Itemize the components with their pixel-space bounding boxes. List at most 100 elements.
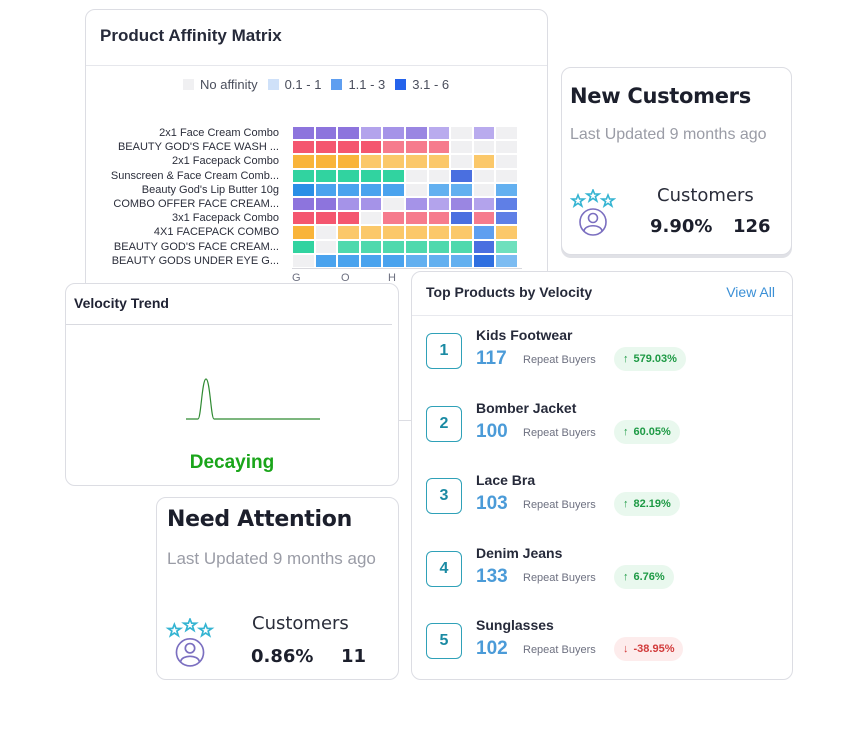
product-list-item[interactable]: 3 Lace Bra 103 Repeat Buyers ↑ 82.19% bbox=[426, 472, 776, 528]
heatmap-cell[interactable] bbox=[427, 253, 451, 268]
need-attention-card[interactable]: Need Attention Last Updated 9 months ago… bbox=[156, 497, 399, 680]
heatmap-cell[interactable] bbox=[359, 239, 383, 254]
heatmap-cell[interactable] bbox=[427, 126, 451, 141]
heatmap-cell[interactable] bbox=[472, 140, 496, 155]
heatmap-cell[interactable] bbox=[495, 225, 518, 240]
heatmap-cell[interactable] bbox=[359, 140, 383, 155]
heatmap-cell[interactable] bbox=[472, 239, 496, 254]
heatmap-cell[interactable] bbox=[382, 154, 405, 169]
heatmap-cell[interactable] bbox=[450, 126, 473, 141]
heatmap-cell[interactable] bbox=[359, 253, 383, 268]
product-list-item[interactable]: 5 Sunglasses 102 Repeat Buyers ↓ -38.95% bbox=[426, 617, 776, 673]
heatmap-cell[interactable] bbox=[382, 253, 405, 268]
product-list-item[interactable]: 4 Denim Jeans 133 Repeat Buyers ↑ 6.76% bbox=[426, 545, 776, 601]
heatmap-cell[interactable] bbox=[404, 239, 428, 254]
heatmap-cell[interactable] bbox=[427, 182, 451, 197]
heatmap-cell[interactable] bbox=[495, 211, 518, 226]
heatmap-cell[interactable] bbox=[337, 126, 360, 141]
legend-item[interactable]: 0.1 - 1 bbox=[267, 77, 321, 92]
heatmap-cell[interactable] bbox=[472, 225, 496, 240]
heatmap-cell[interactable] bbox=[495, 140, 518, 155]
heatmap-cell[interactable] bbox=[450, 154, 473, 169]
heatmap-cell[interactable] bbox=[359, 182, 383, 197]
heatmap-cell[interactable] bbox=[404, 154, 428, 169]
legend-item[interactable]: No affinity bbox=[183, 77, 258, 92]
heatmap-cell[interactable] bbox=[450, 182, 473, 197]
heatmap-cell[interactable] bbox=[292, 168, 315, 183]
heatmap-cell[interactable] bbox=[404, 211, 428, 226]
view-all-link[interactable]: View All bbox=[726, 284, 775, 300]
heatmap-cell[interactable] bbox=[314, 211, 338, 226]
heatmap-cell[interactable] bbox=[450, 239, 473, 254]
legend-item[interactable]: 1.1 - 3 bbox=[331, 77, 385, 92]
heatmap-cell[interactable] bbox=[314, 196, 338, 212]
new-customers-card[interactable]: New Customers Last Updated 9 months ago … bbox=[561, 67, 792, 255]
heatmap-cell[interactable] bbox=[382, 140, 405, 155]
heatmap-cell[interactable] bbox=[427, 225, 451, 240]
heatmap-cell[interactable] bbox=[314, 140, 338, 155]
heatmap-cell[interactable] bbox=[382, 225, 405, 240]
heatmap-cell[interactable] bbox=[292, 253, 315, 268]
heatmap-cell[interactable] bbox=[337, 253, 360, 268]
heatmap-cell[interactable] bbox=[292, 225, 315, 240]
heatmap-cell[interactable] bbox=[382, 126, 405, 141]
heatmap-cell[interactable] bbox=[382, 196, 405, 212]
legend-item[interactable]: 3.1 - 6 bbox=[395, 77, 449, 92]
heatmap-cell[interactable] bbox=[495, 126, 518, 141]
heatmap-cell[interactable] bbox=[495, 239, 518, 254]
heatmap-cell[interactable] bbox=[359, 126, 383, 141]
heatmap-cell[interactable] bbox=[382, 211, 405, 226]
heatmap-cell[interactable] bbox=[495, 168, 518, 183]
heatmap-cell[interactable] bbox=[337, 211, 360, 226]
heatmap-cell[interactable] bbox=[450, 211, 473, 226]
heatmap-cell[interactable] bbox=[427, 168, 451, 183]
heatmap-cell[interactable] bbox=[450, 196, 473, 212]
heatmap-cell[interactable] bbox=[359, 154, 383, 169]
heatmap-cell[interactable] bbox=[404, 253, 428, 268]
heatmap-cell[interactable] bbox=[337, 225, 360, 240]
heatmap-cell[interactable] bbox=[314, 182, 338, 197]
heatmap-cell[interactable] bbox=[404, 182, 428, 197]
heatmap-cell[interactable] bbox=[495, 253, 518, 268]
heatmap-cell[interactable] bbox=[495, 154, 518, 169]
heatmap-cell[interactable] bbox=[450, 253, 473, 268]
heatmap-cell[interactable] bbox=[359, 168, 383, 183]
heatmap-cell[interactable] bbox=[382, 182, 405, 197]
heatmap-cell[interactable] bbox=[450, 225, 473, 240]
heatmap-cell[interactable] bbox=[337, 140, 360, 155]
heatmap-cell[interactable] bbox=[472, 182, 496, 197]
heatmap-cell[interactable] bbox=[404, 168, 428, 183]
heatmap-cell[interactable] bbox=[314, 126, 338, 141]
heatmap-cell[interactable] bbox=[314, 225, 338, 240]
heatmap-cell[interactable] bbox=[337, 168, 360, 183]
heatmap-cell[interactable] bbox=[382, 239, 405, 254]
heatmap-cell[interactable] bbox=[427, 239, 451, 254]
heatmap-cell[interactable] bbox=[337, 196, 360, 212]
heatmap-cell[interactable] bbox=[404, 225, 428, 240]
heatmap-cell[interactable] bbox=[472, 253, 496, 268]
heatmap-cell[interactable] bbox=[427, 196, 451, 212]
heatmap-cell[interactable] bbox=[404, 140, 428, 155]
heatmap-cell[interactable] bbox=[472, 154, 496, 169]
heatmap-cell[interactable] bbox=[427, 154, 451, 169]
heatmap-cell[interactable] bbox=[404, 126, 428, 141]
heatmap-cell[interactable] bbox=[292, 196, 315, 212]
heatmap-cell[interactable] bbox=[427, 211, 451, 226]
heatmap-cell[interactable] bbox=[472, 168, 496, 183]
heatmap-cell[interactable] bbox=[337, 154, 360, 169]
heatmap-cell[interactable] bbox=[292, 126, 315, 141]
heatmap-cell[interactable] bbox=[472, 196, 496, 212]
heatmap-cell[interactable] bbox=[292, 140, 315, 155]
heatmap-cell[interactable] bbox=[450, 140, 473, 155]
heatmap-cell[interactable] bbox=[337, 239, 360, 254]
heatmap-cell[interactable] bbox=[359, 196, 383, 212]
heatmap-cell[interactable] bbox=[472, 211, 496, 226]
heatmap-cell[interactable] bbox=[337, 182, 360, 197]
product-list-item[interactable]: 1 Kids Footwear 117 Repeat Buyers ↑ 579.0… bbox=[426, 327, 776, 383]
heatmap-cell[interactable] bbox=[382, 168, 405, 183]
heatmap-cell[interactable] bbox=[292, 211, 315, 226]
heatmap-cell[interactable] bbox=[314, 168, 338, 183]
heatmap-cell[interactable] bbox=[404, 196, 428, 212]
heatmap-cell[interactable] bbox=[292, 239, 315, 254]
heatmap-cell[interactable] bbox=[495, 182, 518, 197]
